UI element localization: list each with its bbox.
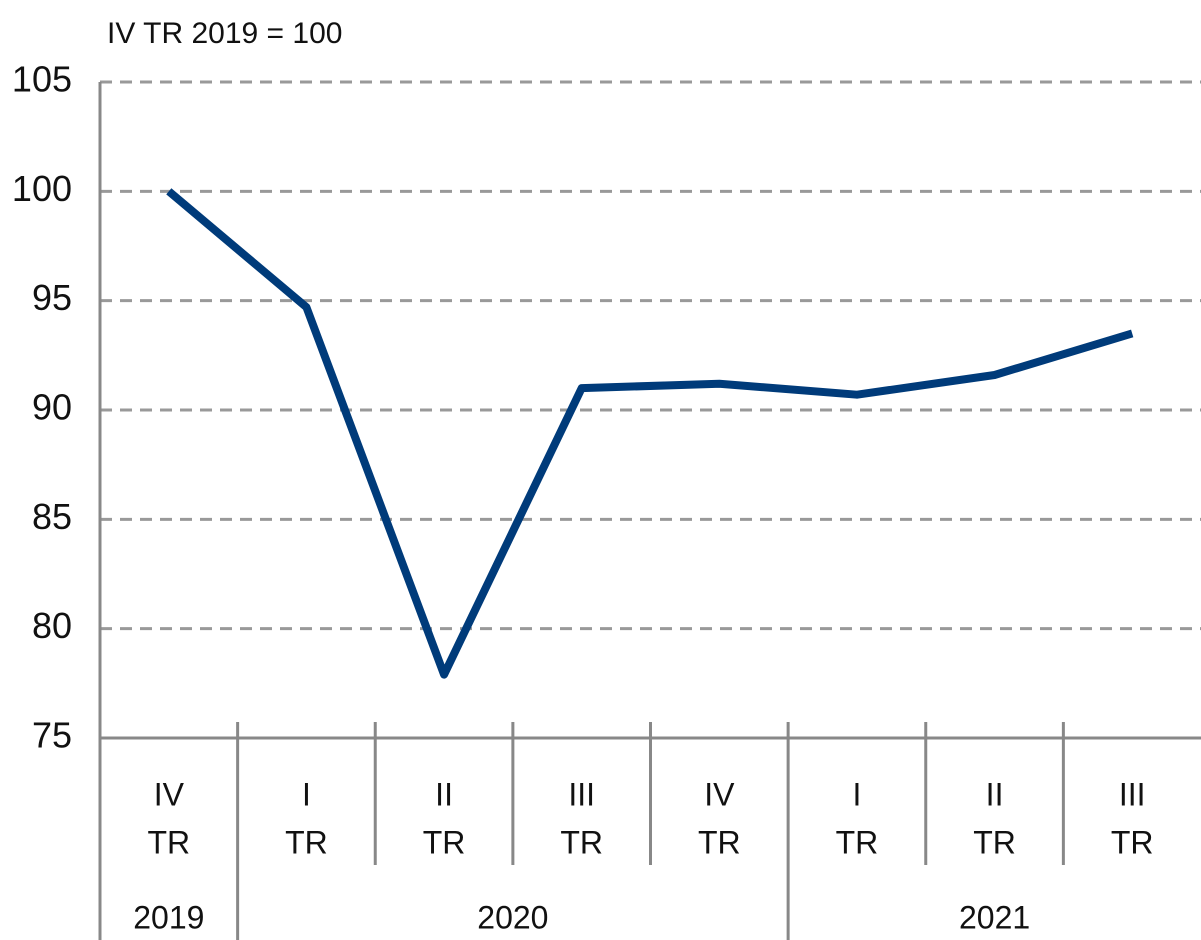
series-line — [166, 188, 1134, 679]
x-tick-label: I — [302, 776, 311, 812]
y-tick-label: 100 — [12, 168, 72, 209]
x-tick-label: IV — [154, 776, 185, 812]
x-tick-label: III — [1119, 776, 1146, 812]
x-tick-label: TR — [698, 824, 741, 860]
x-tick-label: II — [986, 776, 1004, 812]
y-tick-label: 85 — [32, 496, 72, 537]
year-label: 2019 — [133, 899, 204, 935]
y-tick-label: 95 — [32, 277, 72, 318]
x-tick-label: TR — [836, 824, 879, 860]
x-tick-label: III — [568, 776, 595, 812]
x-tick-label: TR — [560, 824, 603, 860]
x-tick-label: II — [435, 776, 453, 812]
y-tick-label: 80 — [32, 605, 72, 646]
x-tick-label: TR — [973, 824, 1016, 860]
x-tick-label: TR — [285, 824, 328, 860]
y-tick-label: 105 — [12, 59, 72, 100]
x-tick-label: IV — [704, 776, 735, 812]
year-label: 2020 — [477, 899, 548, 935]
y-tick-label: 75 — [32, 715, 72, 756]
x-tick-label: TR — [1111, 824, 1154, 860]
x-tick-label: TR — [423, 824, 466, 860]
y-tick-label: 90 — [32, 387, 72, 428]
chart-title: IV TR 2019 = 100 — [107, 17, 342, 50]
x-tick-label: TR — [147, 824, 190, 860]
year-label: 2021 — [959, 899, 1030, 935]
x-tick-label: I — [852, 776, 861, 812]
